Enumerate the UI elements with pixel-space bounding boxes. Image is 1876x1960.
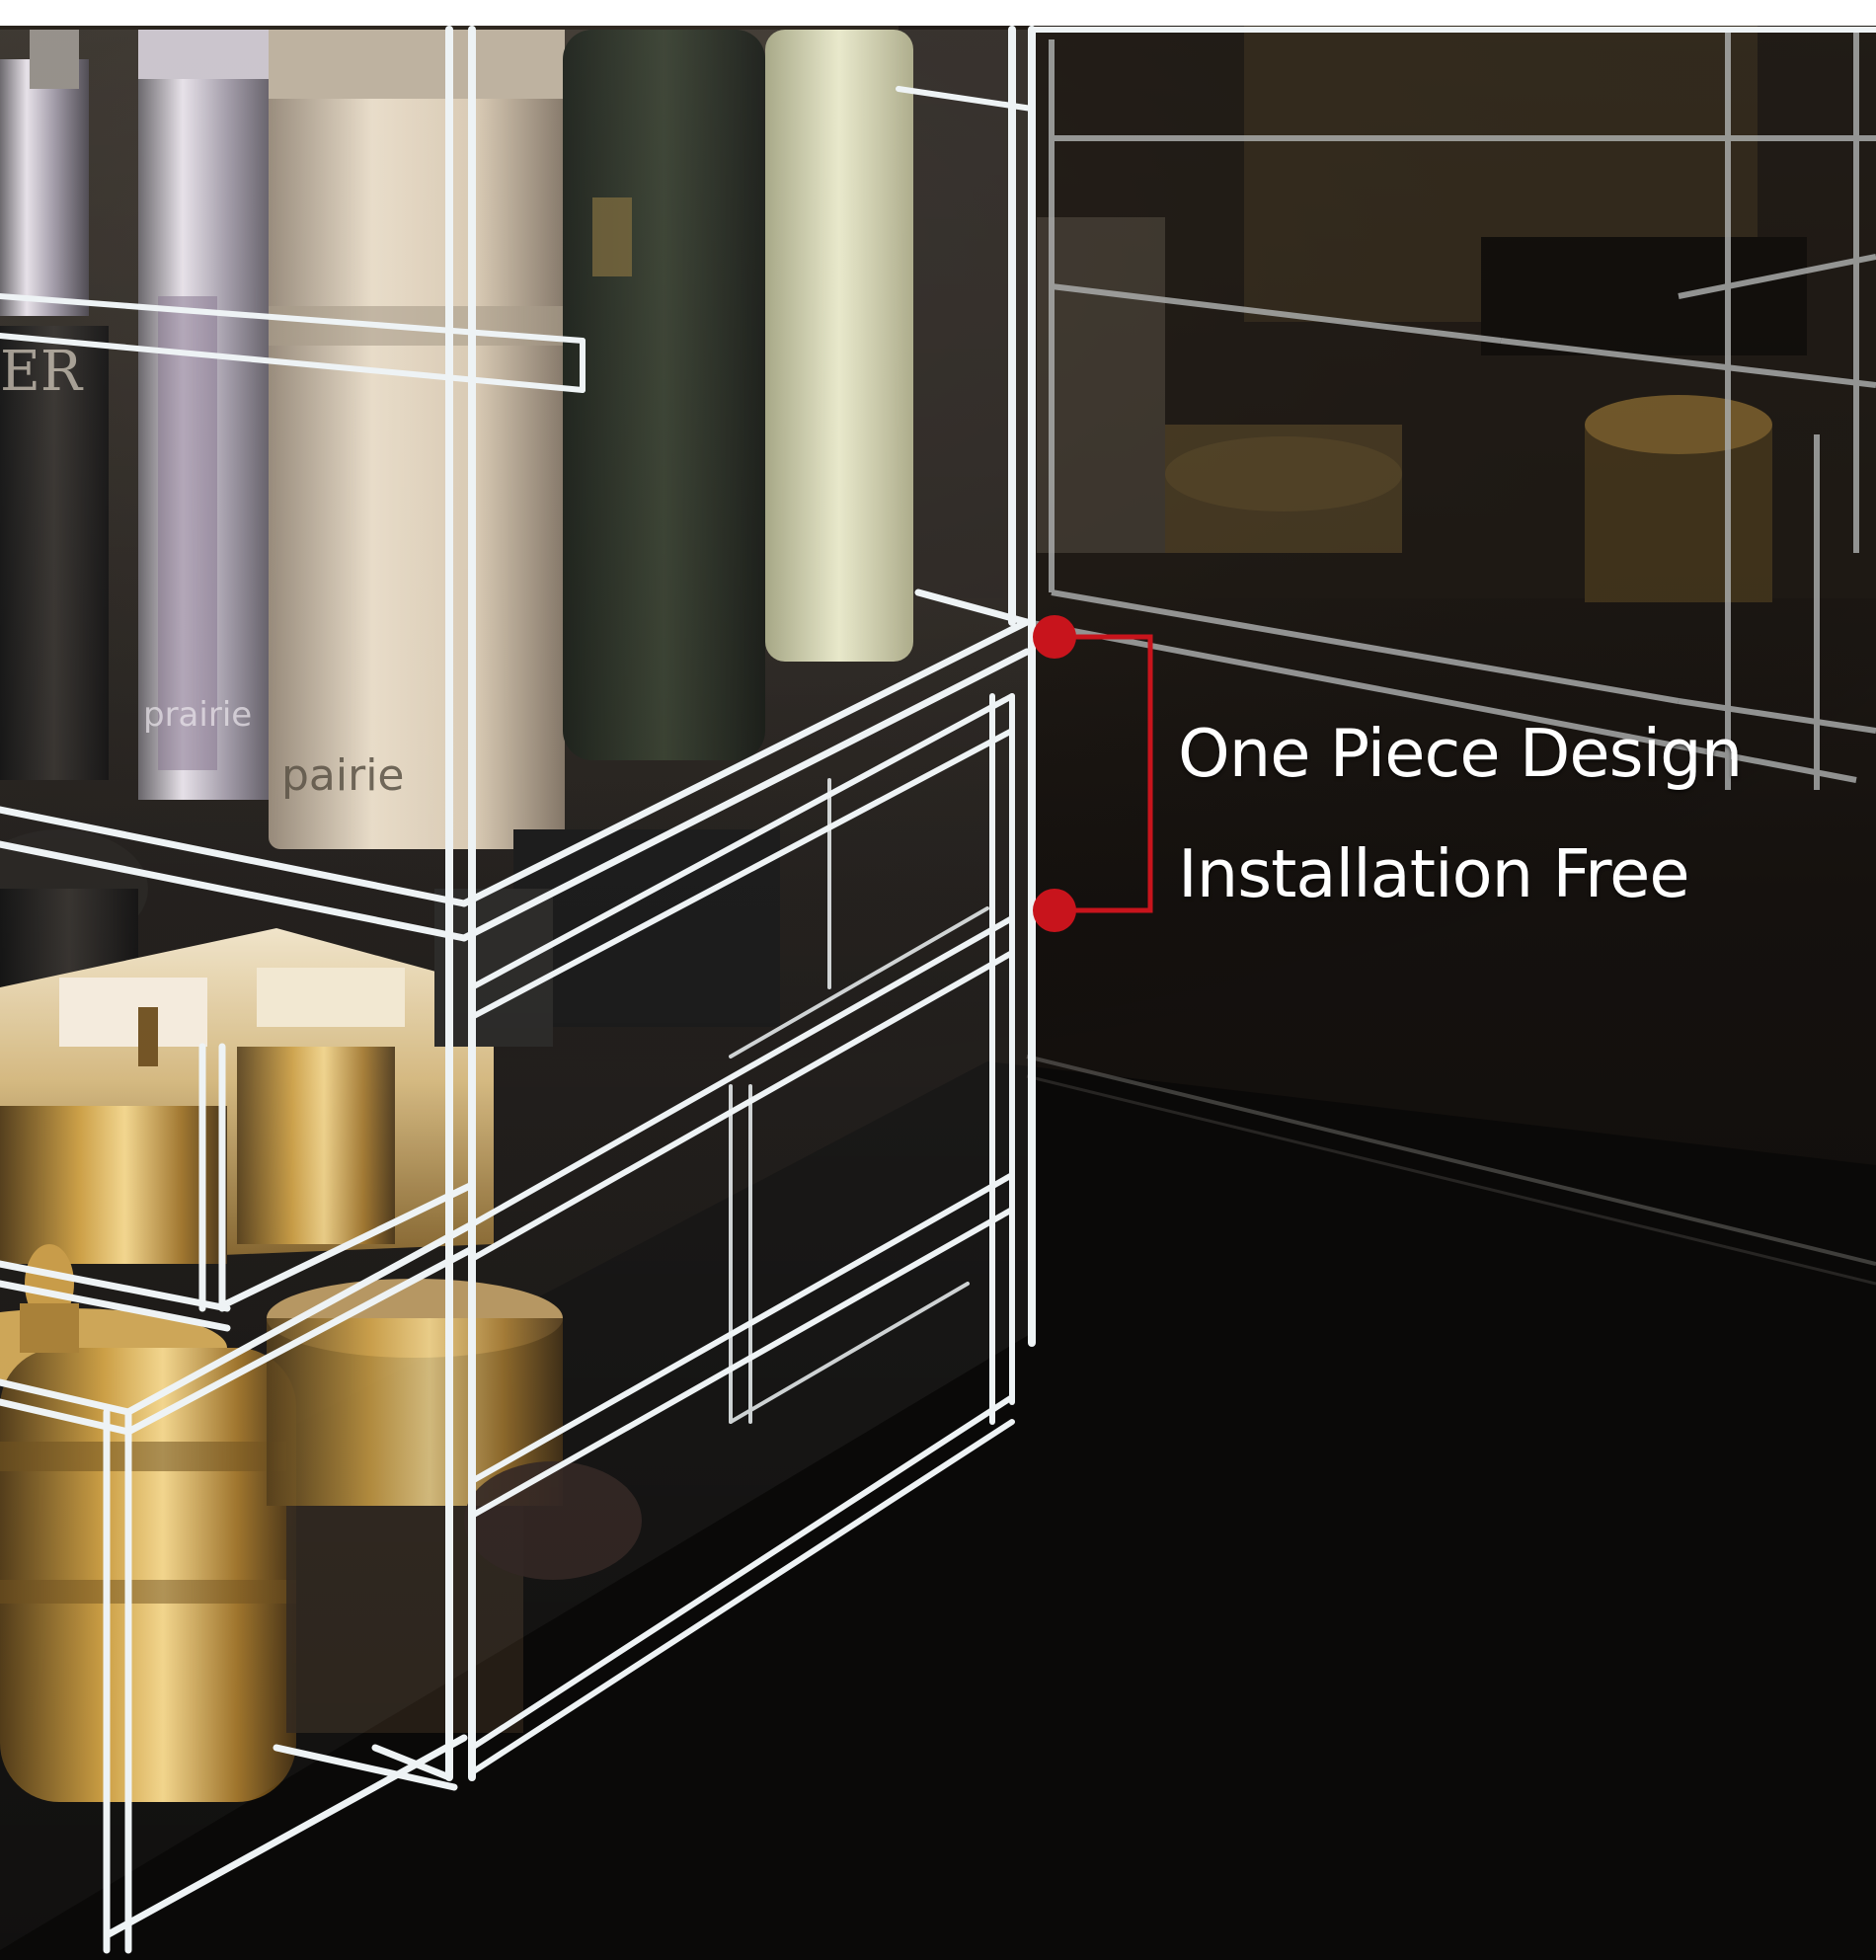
callout-line-installation-free: Installation Free <box>1178 835 1690 912</box>
background-organizer <box>899 26 1876 790</box>
callout-bracket <box>1052 634 1153 913</box>
callout-line-one-piece-design: One Piece Design <box>1178 715 1743 792</box>
acrylic-organizer <box>0 26 1876 1954</box>
bracket-line <box>1052 634 1153 913</box>
callout-dot-top <box>1033 615 1076 659</box>
callout-dot-bottom <box>1033 889 1076 932</box>
